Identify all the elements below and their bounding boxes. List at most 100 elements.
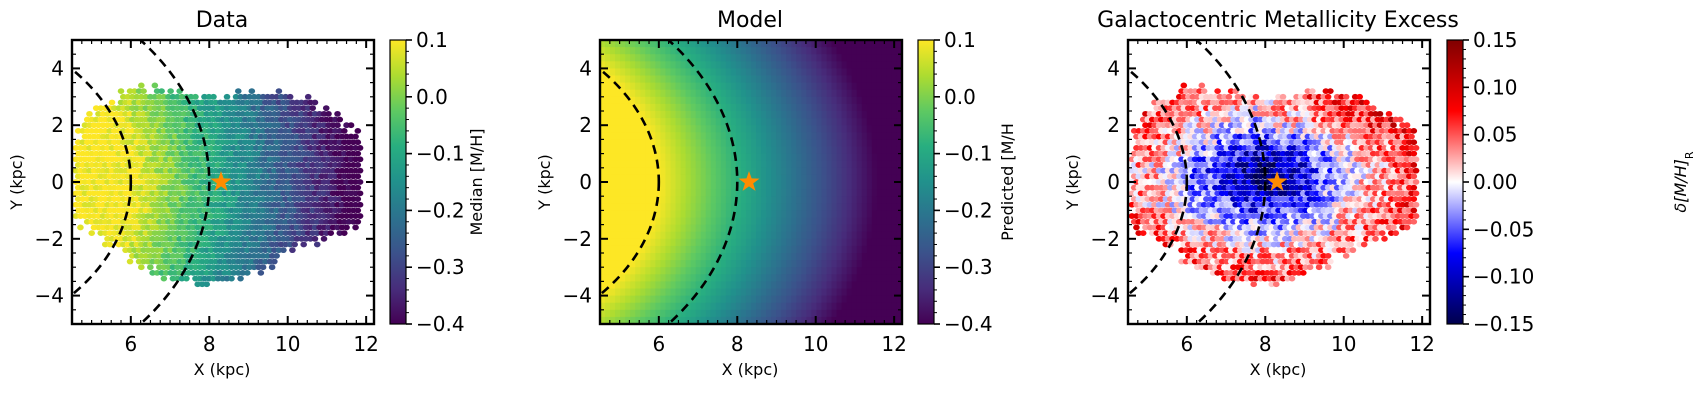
hexbin-cell [1318,235,1325,242]
hexbin-cell [291,116,298,123]
model-cell [836,316,843,324]
model-cell [761,103,767,112]
model-cell [735,89,742,98]
model-cell [896,160,902,169]
hexbin-cell [280,235,287,242]
hexbin-cell [83,196,91,202]
model-cell [771,139,777,148]
hexbin-cell [74,139,82,146]
model-cell [871,217,878,226]
hexbin-cell [253,213,260,219]
hexbin-cell [153,258,161,265]
hexbin-cell [284,145,292,151]
hexbin-cell [135,110,143,117]
model-cell [700,217,707,226]
hexbin-cell [135,201,143,208]
model-cell [745,47,752,55]
model-cell [680,210,687,219]
model-cell [635,189,641,197]
hexbin-cell [216,235,224,242]
model-cell [705,309,712,318]
model-cell [665,260,672,268]
model-cell [700,203,707,211]
model-cell [891,309,898,318]
model-cell [836,281,843,290]
model-cell [886,203,893,211]
hexbin-cell [318,139,326,146]
model-cell [841,196,848,204]
hexbin-cell [223,105,231,112]
hexbin-cell [1257,264,1264,271]
model-cell [851,253,858,261]
model-cell [791,288,797,297]
model-cell [761,118,767,126]
model-cell [891,47,898,55]
hexbin-cell [1144,218,1152,225]
model-cell [826,96,833,105]
model-cell [705,189,712,197]
hexbin-cell [95,224,102,231]
hexbin-cell [1205,213,1212,219]
model-cell [605,54,611,62]
hexbin-cell [1241,247,1248,254]
hexbin-cell [264,207,271,214]
hexbin-cell [248,88,256,95]
hexbin-cell [273,150,280,157]
model-cell [816,288,823,297]
hexbin-cell [318,196,326,202]
model-cell [605,189,611,197]
model-cell [826,125,833,133]
hexbin-cell [255,184,262,191]
hexbin-cell [160,162,168,168]
model-cell [715,316,722,324]
hexbin-cell [106,139,114,146]
hexbin-cell [214,127,222,134]
hexbin-cell [178,127,186,134]
model-cell [680,146,687,155]
hexbin-cell [140,122,147,129]
model-cell [831,125,838,133]
model-cell [861,61,868,69]
model-cell [655,132,661,140]
hexbin-cell [325,224,332,231]
model-cell [730,281,737,290]
hexbin-cell [253,258,260,265]
model-cell [831,267,838,275]
model-cell [816,61,823,69]
hexbin-cell [1279,241,1287,248]
hexbin-cell [334,145,341,151]
hexbin-cell [293,179,301,185]
model-cell [876,75,883,84]
model-cell [886,174,893,183]
hexbin-cell [1200,213,1208,219]
model-cell [771,224,777,233]
hexbin-cell [83,173,91,180]
model-cell [881,47,888,55]
hexbin-cell [151,82,159,89]
model-cell [841,182,848,190]
hexbin-cell [153,133,161,140]
model-cell [605,281,611,290]
model-cell [841,47,848,55]
hexbin-cell [1189,218,1197,225]
hexbin-cell [356,179,364,185]
hexbin-cell [115,116,123,123]
model-cell [821,217,828,226]
hexbin-cell [248,190,256,197]
hexbin-cell [232,127,240,134]
hexbin-cell [295,230,303,237]
hexbin-cell [162,201,170,208]
hexbin-cell [201,116,208,123]
model-cell [695,153,702,162]
model-cell [856,267,863,275]
hexbin-cell [248,201,256,208]
hexbin-cell [162,213,170,219]
model-cell [791,281,797,290]
model-cell [660,89,667,98]
hexbin-cell [1401,218,1409,225]
hexbin-cell [158,179,165,185]
model-cell [745,217,752,226]
model-cell [811,96,818,105]
model-cell [806,174,812,183]
hexbin-cell [178,252,186,259]
